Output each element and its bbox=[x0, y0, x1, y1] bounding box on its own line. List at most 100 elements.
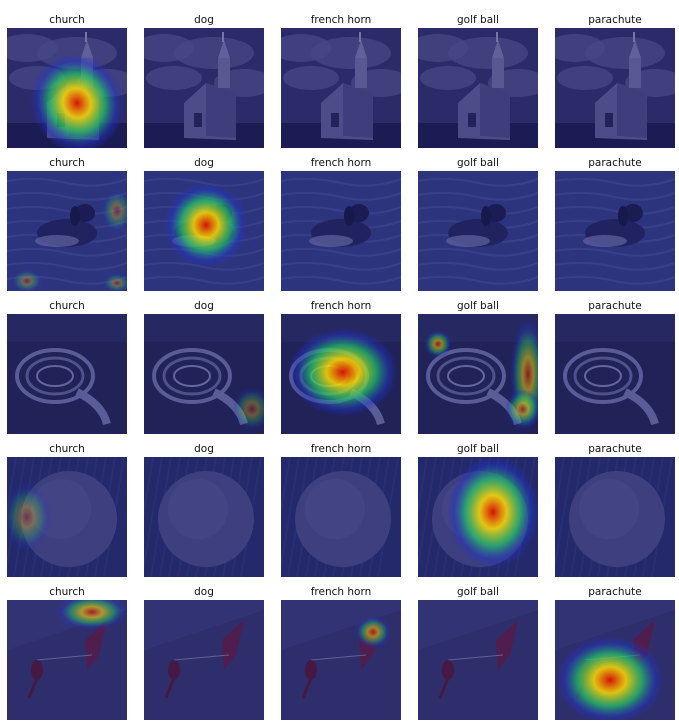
class-title: dog bbox=[194, 586, 214, 598]
scene-golf-ball bbox=[555, 457, 675, 577]
heatmap-image bbox=[281, 600, 401, 720]
heatmap-blob bbox=[56, 600, 127, 630]
class-title: golf ball bbox=[457, 14, 499, 26]
colormap-base bbox=[144, 600, 264, 720]
class-title: dog bbox=[194, 443, 214, 455]
scene-french-horn bbox=[7, 314, 127, 434]
heatmap-svg bbox=[281, 314, 401, 434]
heatmap-image bbox=[144, 171, 264, 291]
class-title: golf ball bbox=[457, 443, 499, 455]
heatmap-svg bbox=[7, 28, 127, 148]
colormap-base bbox=[281, 28, 401, 148]
heatmap-image bbox=[281, 28, 401, 148]
heatmap-image bbox=[281, 314, 401, 434]
class-title: dog bbox=[194, 300, 214, 312]
heatmap-svg bbox=[555, 314, 675, 434]
heatmap-svg bbox=[418, 28, 538, 148]
heatmap-svg bbox=[418, 600, 538, 720]
colormap-base bbox=[418, 171, 538, 291]
scene-dog bbox=[7, 171, 127, 291]
heatmap-image bbox=[418, 600, 538, 720]
class-title: french horn bbox=[310, 300, 372, 312]
heatmap-blob bbox=[355, 616, 391, 648]
scene-dog bbox=[418, 171, 538, 291]
heatmap-svg bbox=[144, 171, 264, 291]
heatmap-blob bbox=[7, 483, 51, 551]
colormap-base bbox=[555, 314, 675, 434]
colormap-base bbox=[144, 457, 264, 577]
class-title: church bbox=[49, 443, 85, 455]
heatmap-image bbox=[418, 28, 538, 148]
heatmap-svg bbox=[7, 457, 127, 577]
heatmap-image bbox=[7, 171, 127, 291]
scene-golf-ball bbox=[144, 457, 264, 577]
heatmap-svg bbox=[281, 28, 401, 148]
heatmap-svg bbox=[144, 28, 264, 148]
class-title: french horn bbox=[310, 157, 372, 169]
scene-golf-ball bbox=[281, 457, 401, 577]
scene-church bbox=[418, 28, 538, 148]
class-title: dog bbox=[194, 157, 214, 169]
scene-church bbox=[555, 28, 675, 148]
heatmap-blob bbox=[11, 269, 43, 291]
heatmap-image bbox=[144, 600, 264, 720]
heatmap-image bbox=[144, 314, 264, 434]
class-title: church bbox=[49, 586, 85, 598]
scene-golf-ball bbox=[7, 457, 127, 577]
heatmap-image bbox=[555, 28, 675, 148]
heatmap-svg bbox=[418, 314, 538, 434]
heatmap-svg bbox=[7, 171, 127, 291]
class-title: french horn bbox=[310, 14, 372, 26]
scene-dog bbox=[555, 171, 675, 291]
colormap-base bbox=[281, 600, 401, 720]
colormap-base bbox=[144, 28, 264, 148]
heatmap-image bbox=[555, 457, 675, 577]
class-title: golf ball bbox=[457, 586, 499, 598]
heatmap-blob bbox=[232, 387, 264, 431]
heatmap-image bbox=[418, 314, 538, 434]
heatmap-image bbox=[7, 600, 127, 720]
class-title: french horn bbox=[310, 443, 372, 455]
heatmap-blob bbox=[556, 636, 664, 720]
heatmap-svg bbox=[555, 28, 675, 148]
heatmap-image bbox=[7, 314, 127, 434]
heatmap-svg bbox=[281, 600, 401, 720]
heatmap-blob bbox=[164, 183, 248, 267]
class-title: church bbox=[49, 14, 85, 26]
heatmap-blob bbox=[103, 273, 127, 291]
heatmap-image bbox=[144, 457, 264, 577]
class-title: french horn bbox=[310, 586, 372, 598]
heatmap-svg bbox=[281, 171, 401, 291]
scene-parachute bbox=[418, 600, 538, 720]
colormap-base bbox=[281, 171, 401, 291]
heatmap-image bbox=[7, 28, 127, 148]
scene-dog bbox=[281, 171, 401, 291]
colormap-base bbox=[7, 314, 127, 434]
heatmap-image bbox=[555, 314, 675, 434]
class-title: church bbox=[49, 300, 85, 312]
heatmap-svg bbox=[144, 600, 264, 720]
heatmap-image bbox=[418, 457, 538, 577]
scene-church bbox=[281, 28, 401, 148]
heatmap-svg bbox=[555, 171, 675, 291]
heatmap-svg bbox=[144, 314, 264, 434]
colormap-base bbox=[418, 28, 538, 148]
heatmap-svg bbox=[144, 457, 264, 577]
class-title: golf ball bbox=[457, 300, 499, 312]
scene-parachute bbox=[144, 600, 264, 720]
heatmap-image bbox=[281, 457, 401, 577]
heatmap-image bbox=[7, 457, 127, 577]
colormap-base bbox=[418, 600, 538, 720]
heatmap-image bbox=[281, 171, 401, 291]
scene-french-horn bbox=[555, 314, 675, 434]
heatmap-blob bbox=[424, 330, 452, 358]
heatmap-blob bbox=[30, 53, 124, 148]
heatmap-svg bbox=[7, 314, 127, 434]
heatmap-image bbox=[144, 28, 264, 148]
heatmap-svg bbox=[418, 457, 538, 577]
class-title: parachute bbox=[588, 157, 642, 169]
colormap-base bbox=[555, 457, 675, 577]
class-title: parachute bbox=[588, 14, 642, 26]
heatmap-blob bbox=[288, 328, 398, 416]
class-title: parachute bbox=[588, 443, 642, 455]
